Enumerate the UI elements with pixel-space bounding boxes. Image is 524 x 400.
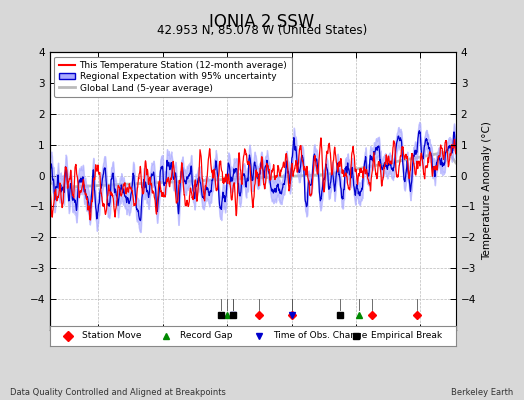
Y-axis label: Temperature Anomaly (°C): Temperature Anomaly (°C) <box>482 122 492 260</box>
Legend: This Temperature Station (12-month average), Regional Expectation with 95% uncer: This Temperature Station (12-month avera… <box>54 56 292 97</box>
Text: Time of Obs. Change: Time of Obs. Change <box>273 332 367 340</box>
Text: 42.953 N, 85.078 W (United States): 42.953 N, 85.078 W (United States) <box>157 24 367 37</box>
Text: Station Move: Station Move <box>82 332 142 340</box>
Text: Empirical Break: Empirical Break <box>370 332 442 340</box>
Text: IONIA 2 SSW: IONIA 2 SSW <box>210 13 314 31</box>
Text: Data Quality Controlled and Aligned at Breakpoints: Data Quality Controlled and Aligned at B… <box>10 388 226 397</box>
Text: Berkeley Earth: Berkeley Earth <box>451 388 514 397</box>
Text: Record Gap: Record Gap <box>180 332 232 340</box>
